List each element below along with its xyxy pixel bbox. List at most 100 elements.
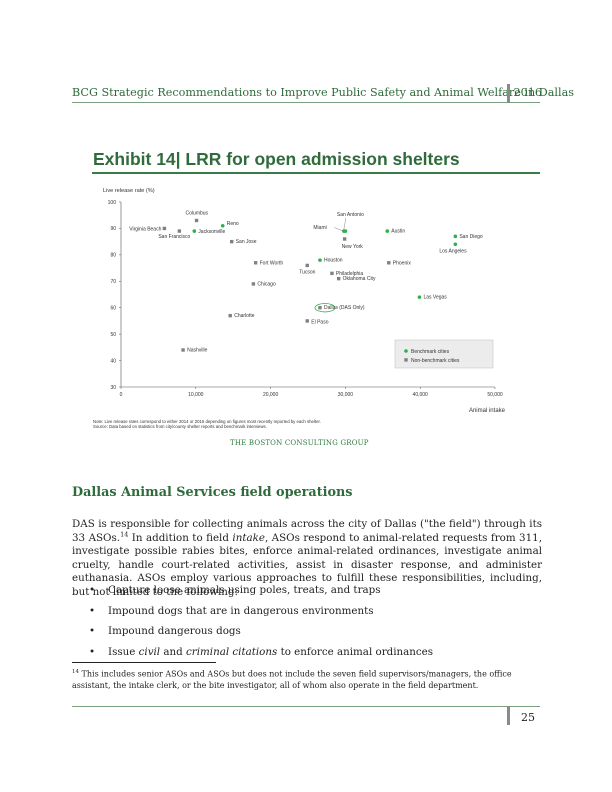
legend-benchmark-marker (404, 349, 408, 353)
exhibit-title-rule (92, 172, 540, 174)
point-label: San Diego (459, 234, 483, 240)
bullet: • (89, 604, 96, 617)
non-benchmark-point (228, 313, 232, 318)
bcg-logo: THE BOSTON CONSULTING GROUP (230, 439, 369, 447)
page-number: 25 (521, 711, 535, 724)
non-benchmark-point (230, 239, 234, 244)
y-tick-label: 80 (110, 253, 116, 259)
note-line-1: Note: Live release rates correspond to e… (93, 419, 321, 424)
body-paragraph: DAS is responsible for collecting animal… (72, 518, 542, 600)
point-label: San Antonio (337, 212, 364, 218)
lrr-scatter-chart: Live release rate (%) Animal intake 0 10,… (103, 188, 506, 414)
point-label: Charlotte (234, 313, 255, 319)
list-item-criminal: criminal citations (186, 645, 278, 658)
header-title: BCG Strategic Recommendations to Improve… (72, 86, 575, 99)
point-label: El Paso (311, 319, 328, 325)
list-item-text: Capture loose animals using poles, treat… (108, 584, 381, 596)
benchmark-point (318, 258, 322, 262)
benchmark-point (453, 242, 458, 247)
responsibility-list: • Capture loose animals using poles, trea… (72, 583, 433, 665)
point-label: Las Vegas (423, 295, 447, 301)
x-tick-label: 40,000 (413, 392, 429, 398)
point-label: Oklahoma City (343, 276, 376, 282)
benchmark-point (192, 229, 197, 233)
x-tick-label: 20,000 (263, 392, 279, 398)
non-benchmark-point (177, 229, 182, 233)
non-benchmark-point (253, 261, 258, 265)
header-rule (72, 102, 540, 103)
list-item: • Capture loose animals using poles, trea… (72, 583, 433, 604)
non-benchmark-point (305, 319, 309, 323)
benchmark-point (453, 234, 458, 239)
y-tick-label: 70 (110, 279, 116, 285)
benchmark-point (385, 229, 390, 233)
point-label: Virginia Beach (129, 226, 161, 232)
footnote-ref: 14 (120, 530, 129, 539)
footnote-text: This includes senior ASOs and ASOs but d… (72, 669, 512, 691)
footer-rule (72, 706, 540, 707)
non-benchmark-point (387, 261, 391, 265)
note-line-2: Source: Data based on statistics from ci… (93, 424, 267, 429)
para-text-3: , ASOs respond to animal-related request… (72, 531, 542, 598)
x-tick-label: 0 (120, 392, 123, 398)
exhibit-title: Exhibit 14| LRR for open admission shelt… (93, 149, 460, 169)
point-label: Philadelphia (336, 271, 363, 277)
bullet: • (89, 584, 96, 596)
point-label: New York (342, 244, 364, 250)
para-intake: intake (232, 531, 265, 544)
data-points: Virginia Beach Columbus San Francisco Jacks… (129, 211, 483, 354)
legend: Benchmark cities Non-benchmark cities (394, 339, 494, 369)
para-text-1: DAS is responsible for collecting animal… (72, 518, 542, 544)
y-tick-label: 90 (110, 226, 116, 232)
bullet: • (89, 645, 96, 658)
list-item: • Impound dogs that are in dangerous envi… (72, 604, 433, 625)
point-label: Los Angeles (439, 248, 467, 254)
legend-box (394, 339, 494, 369)
point-label: Phoenix (393, 260, 412, 266)
point-label: San Jose (236, 239, 257, 245)
y-tick-label: 40 (110, 358, 116, 364)
benchmark-point (343, 229, 348, 233)
footer-divider (507, 706, 510, 725)
list-item-text: Impound dogs that are in dangerous envir… (108, 604, 374, 617)
legend-non-benchmark-marker (404, 358, 408, 362)
legend-non-benchmark-label: Non-benchmark cities (411, 358, 460, 364)
list-item-text: Impound dangerous dogs (108, 625, 241, 637)
point-label: Jacksonville (198, 229, 225, 235)
point-label: San Francisco (158, 234, 190, 240)
y-tick-label: 30 (110, 385, 116, 391)
benchmark-point (220, 223, 225, 228)
non-benchmark-point (181, 348, 185, 352)
list-item-text: Issue (108, 645, 139, 658)
non-benchmark-point (251, 282, 256, 286)
x-tick-label: 50,000 (487, 392, 503, 398)
legend-benchmark-label: Benchmark cities (411, 349, 450, 355)
point-label: Austin (391, 229, 405, 235)
y-tick-label: 100 (108, 200, 117, 206)
non-benchmark-point (194, 218, 199, 223)
list-item: • Impound dangerous dogs (72, 624, 433, 645)
x-tick-label: 30,000 (338, 392, 354, 398)
section-heading: Dallas Animal Services field operations (72, 485, 353, 500)
non-benchmark-point (162, 226, 167, 231)
point-label: Houston (324, 258, 343, 264)
list-item: • Issue civil and criminal citations to e… (72, 645, 433, 666)
bullet: • (89, 625, 96, 637)
list-item-civil: civil (138, 645, 161, 658)
non-benchmark-point (336, 276, 341, 281)
non-benchmark-point (330, 271, 334, 276)
benchmark-point (417, 295, 422, 299)
y-tick-label: 60 (110, 306, 116, 312)
leader-line (334, 227, 344, 232)
non-benchmark-point (342, 237, 347, 241)
footnote-number: 14 (72, 669, 79, 675)
list-item-text: and (160, 645, 187, 658)
leader-line (343, 218, 347, 230)
dallas-highlight-ring (314, 303, 336, 313)
footnote: 14 This includes senior ASOs and ASOs bu… (72, 667, 542, 692)
footnote-rule (72, 662, 216, 663)
x-tick-label: 10,000 (188, 392, 204, 398)
header-divider (507, 84, 510, 103)
axes: 0 10,000 20,000 30,000 40,000 50,000 30 40 50 60 7… (108, 200, 503, 398)
header-year: 2016 (513, 86, 542, 99)
